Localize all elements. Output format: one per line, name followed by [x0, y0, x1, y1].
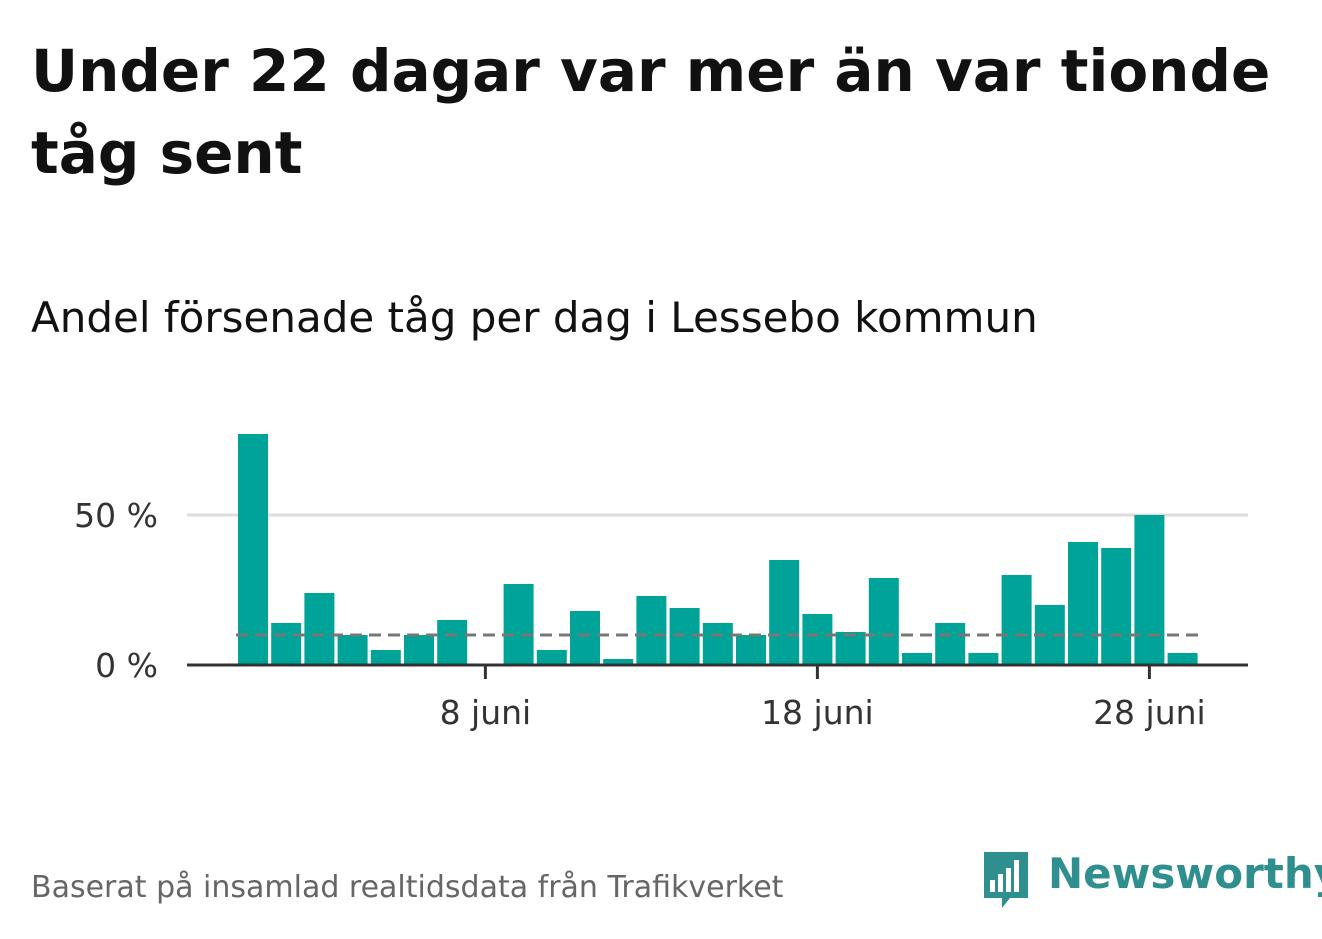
bar	[570, 611, 600, 665]
chart-subtitle: Andel försenade tåg per dag i Lessebo ko…	[31, 293, 1038, 342]
logo-text: Newsworthy	[1048, 849, 1322, 898]
bar	[1101, 548, 1132, 665]
bar	[1068, 542, 1098, 665]
x-tick-label: 8 juni	[440, 693, 532, 732]
bar	[702, 623, 733, 665]
bar	[238, 434, 268, 665]
bar	[404, 635, 434, 665]
bar	[337, 635, 368, 665]
bar	[271, 623, 302, 665]
bar	[503, 584, 534, 665]
axis-layer: 0 % 50 % 8 juni 18 juni 28 juni	[74, 496, 1248, 732]
bar	[835, 632, 866, 665]
source-note: Baserat på insamlad realtidsdata från Tr…	[31, 870, 784, 905]
bar	[536, 650, 567, 665]
bar	[370, 650, 401, 665]
bar	[437, 620, 468, 665]
bar	[868, 578, 899, 665]
chart-title: Under 22 dagar var mer än var tionde tåg…	[31, 37, 1271, 187]
x-tick-label: 18 juni	[761, 693, 874, 732]
bar	[902, 653, 932, 665]
y-tick-label: 50 %	[74, 496, 158, 535]
bar	[736, 635, 766, 665]
newsworthy-logo: Newsworthy	[980, 848, 1322, 914]
bar	[636, 596, 667, 665]
bar	[769, 560, 800, 665]
bar	[1001, 575, 1032, 665]
y-tick-label: 0 %	[95, 646, 158, 685]
bar	[304, 593, 335, 665]
bars-layer	[238, 434, 1198, 665]
bar	[1134, 515, 1165, 665]
bar	[603, 659, 634, 665]
x-tick-label: 28 juni	[1093, 693, 1206, 732]
bar	[802, 614, 833, 665]
bar	[1167, 653, 1198, 665]
bar-chart: 0 % 50 % 8 juni 18 juni 28 juni	[74, 434, 1248, 732]
bar	[935, 623, 966, 665]
bar	[968, 653, 999, 665]
newsworthy-logo-icon	[984, 852, 1028, 908]
